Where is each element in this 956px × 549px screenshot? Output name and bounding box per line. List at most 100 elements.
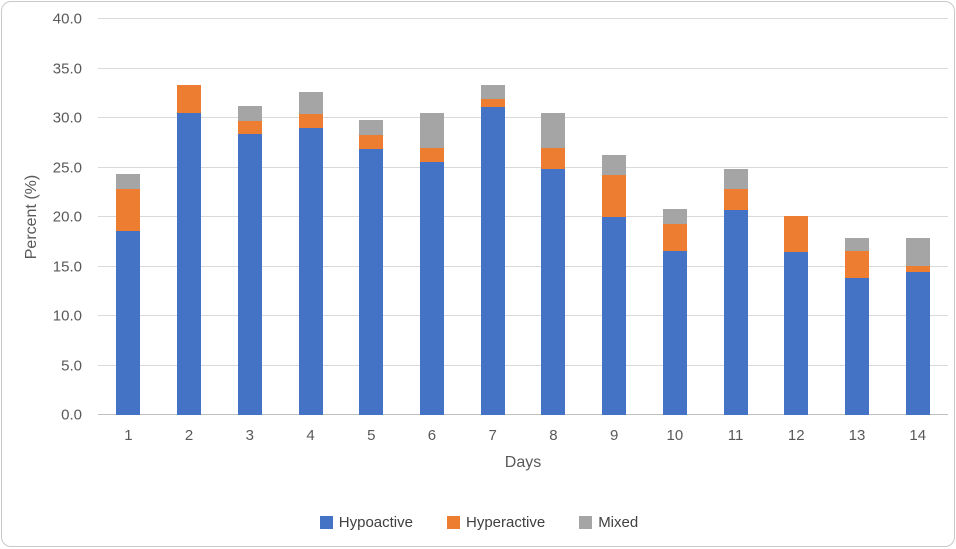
bar-slot-day-11 — [705, 19, 766, 415]
bar-segment-mixed-day-5 — [359, 120, 384, 135]
y-tick-label: 5.0 — [61, 357, 82, 374]
bar-slot-day-14 — [887, 19, 948, 415]
bar-segment-mixed-day-14 — [905, 237, 930, 266]
bar-segment-mixed-day-1 — [116, 174, 141, 190]
bar-segment-mixed-day-10 — [662, 209, 687, 224]
bar-slot-day-13 — [827, 19, 888, 415]
x-tick-label: 7 — [488, 427, 497, 444]
bar-segment-hypoactive-day-10 — [662, 250, 687, 415]
legend-item-hyperactive: Hyperactive — [446, 514, 546, 531]
bar-slot-day-10 — [644, 19, 705, 415]
bar-segment-hypoactive-day-11 — [723, 210, 748, 415]
bar-segment-hyperactive-day-4 — [298, 114, 323, 128]
x-tick-label: 9 — [609, 427, 619, 444]
bar-stack-day-6 — [419, 113, 444, 415]
bar-segment-hypoactive-day-5 — [359, 148, 384, 415]
legend-swatch-icon — [319, 516, 333, 529]
x-tick-label: 1 — [124, 427, 133, 444]
bar-segment-hypoactive-day-1 — [116, 230, 141, 415]
chart-legend: Hypoactive Hyperactive Mixed — [2, 514, 954, 531]
gridline — [98, 315, 948, 316]
bar-segment-hypoactive-day-8 — [541, 169, 566, 415]
y-tick-label: 40.0 — [52, 10, 82, 28]
x-tick-label: 3 — [245, 427, 254, 444]
x-tick-label: 13 — [848, 427, 866, 444]
bar-segment-mixed-day-4 — [298, 92, 323, 115]
gridline — [98, 216, 948, 217]
bar-stack-day-7 — [480, 85, 505, 415]
bar-stack-day-10 — [662, 209, 687, 415]
bar-stack-day-8 — [541, 113, 566, 415]
bar-slot-day-8 — [523, 19, 584, 415]
gridline — [98, 364, 948, 366]
bar-slot-day-12 — [766, 19, 827, 415]
bar-segment-hypoactive-day-4 — [298, 127, 323, 415]
gridline — [98, 18, 948, 19]
bar-segment-mixed-day-9 — [602, 154, 627, 176]
x-axis-title: Days — [504, 454, 542, 471]
bar-stack-day-13 — [844, 237, 869, 415]
bar-stack-day-2 — [177, 85, 202, 415]
bar-segment-hypoactive-day-9 — [602, 217, 627, 415]
bar-segment-hyperactive-day-3 — [237, 120, 262, 134]
bar-segment-mixed-day-11 — [723, 168, 748, 190]
bar-segment-hyperactive-day-12 — [784, 216, 809, 252]
bar-segment-hyperactive-day-1 — [116, 189, 141, 231]
legend-item-mixed: Mixed — [579, 514, 638, 531]
legend-swatch-icon — [579, 516, 593, 529]
bar-segment-mixed-day-8 — [541, 113, 566, 148]
bar-segment-hypoactive-day-13 — [844, 278, 869, 415]
legend-label: Hyperactive — [465, 514, 546, 531]
x-tick-label: 4 — [306, 427, 315, 444]
bar-stack-day-14 — [905, 237, 930, 415]
legend-swatch-icon — [446, 516, 460, 529]
x-tick-label: 10 — [666, 427, 684, 444]
x-tick-label: 11 — [727, 427, 744, 444]
bar-slot-day-9 — [584, 19, 645, 415]
y-tick-label: 30.0 — [52, 109, 82, 127]
bar-segment-hyperactive-day-7 — [480, 99, 505, 108]
bar-stack-day-5 — [359, 120, 384, 415]
bar-segment-mixed-day-13 — [844, 237, 869, 251]
y-tick-label: 15.0 — [52, 258, 82, 275]
x-tick-label: 5 — [367, 427, 376, 444]
bar-segment-hyperactive-day-10 — [662, 223, 687, 251]
legend-label: Hypoactive — [338, 514, 413, 531]
bar-slot-day-6 — [402, 19, 463, 415]
x-tick-label: 6 — [427, 427, 437, 444]
bar-segment-hypoactive-day-7 — [480, 107, 505, 415]
bar-stack-day-1 — [116, 174, 141, 415]
bar-stack-day-11 — [723, 168, 748, 415]
y-tick-label: 35.0 — [52, 60, 82, 77]
x-axis-tick-labels: 1 2 3 4 5 6 7 8 9 10 11 12 13 14 — [98, 427, 948, 444]
x-tick-label: 2 — [184, 427, 194, 444]
y-axis-tick-labels: 0.0 5.0 10.0 15.0 20.0 25.0 30.0 35.0 40.0 — [2, 11, 90, 424]
bar-slot-day-1 — [98, 19, 159, 415]
gridline — [98, 265, 948, 267]
bar-segment-mixed-day-3 — [237, 106, 262, 121]
legend-label: Mixed — [598, 514, 639, 531]
bar-slot-day-7 — [462, 19, 523, 415]
bar-segment-hyperactive-day-14 — [905, 265, 930, 273]
x-tick-label: 12 — [787, 427, 805, 444]
bar-slot-day-3 — [219, 19, 280, 415]
bar-stack-day-9 — [602, 154, 627, 415]
y-tick-label: 20.0 — [52, 208, 82, 226]
bar-segment-hypoactive-day-14 — [905, 272, 930, 415]
bar-stack-day-4 — [298, 92, 323, 415]
y-tick-label: 0.0 — [61, 406, 82, 424]
gridline — [98, 67, 948, 69]
bar-segment-hyperactive-day-8 — [541, 147, 566, 170]
bar-segment-hyperactive-day-6 — [419, 147, 444, 162]
bar-stack-day-3 — [237, 106, 262, 415]
bar-slot-day-5 — [341, 19, 402, 415]
x-axis-line — [98, 414, 948, 415]
bar-segment-hypoactive-day-2 — [177, 113, 202, 415]
bars-row — [98, 19, 948, 415]
gridline — [98, 166, 948, 168]
plot-area — [98, 18, 948, 415]
bar-segment-hyperactive-day-9 — [602, 175, 627, 217]
bar-segment-hypoactive-day-3 — [237, 133, 262, 415]
bar-slot-day-4 — [280, 19, 341, 415]
